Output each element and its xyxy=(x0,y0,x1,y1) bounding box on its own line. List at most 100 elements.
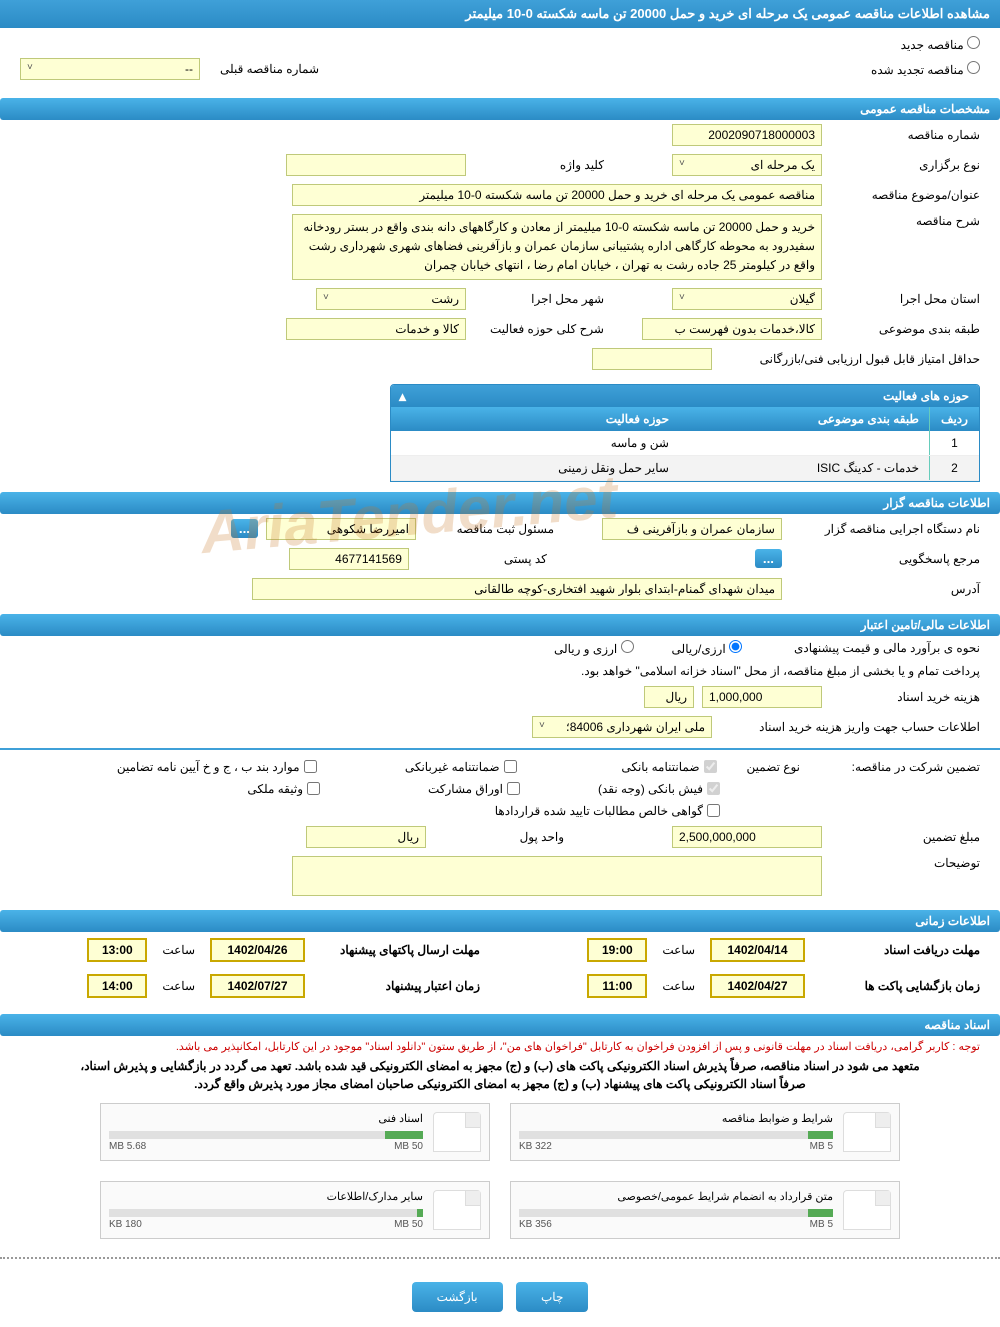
min-score-label: حداقل امتیاز قابل قبول ارزیابی فنی/بازرگ… xyxy=(720,352,980,366)
open-time: 11:00 xyxy=(587,974,647,998)
prev-number-value: -- xyxy=(185,62,193,76)
chk1-label: ضمانتنامه بانکی xyxy=(621,760,699,774)
min-score-value[interactable] xyxy=(592,348,712,370)
doc-title: سایر مدارک/اطلاعات xyxy=(109,1190,423,1203)
radio-fx[interactable]: ارزی و ریالی xyxy=(554,640,634,656)
row-cat: خدمات - کدینگ ISIC xyxy=(679,456,929,480)
account-label: اطلاعات حساب جهت واریز هزینه خرید اسناد xyxy=(720,720,980,734)
folder-icon xyxy=(843,1112,891,1152)
scope-value: کالا و خدمات xyxy=(286,318,466,340)
section-general: مشخصات مناقصه عمومی xyxy=(0,98,1000,120)
prev-number-label: شماره مناقصه قبلی xyxy=(220,62,319,76)
registrar-value: امیررضا شکوهی xyxy=(266,518,416,540)
postal-label: کد پستی xyxy=(417,552,547,566)
collapse-icon[interactable]: ▴ xyxy=(399,388,406,405)
chk3-label: موارد بند ب ، ج و خ آیین نامه تضامین xyxy=(117,760,300,774)
doc-title: شرایط و ضوابط مناقصه xyxy=(519,1112,833,1125)
validity-label: زمان اعتبار پیشنهاد xyxy=(320,979,480,993)
chk6-label: وثیقه ملکی xyxy=(247,782,303,796)
radio-renewed-tender[interactable]: مناقصه تجدید شده xyxy=(871,61,980,77)
activity-row: 1 شن و ماسه xyxy=(391,431,979,456)
docs-grid: شرایط و ضوابط مناقصه 5 MB 322 KB اسناد فن… xyxy=(0,1093,1000,1249)
doc-title: متن قرارداد به انضمام شرایط عمومی/خصوصی xyxy=(519,1190,833,1203)
city-dropdown[interactable]: رشت xyxy=(316,288,466,310)
open-label: زمان بازگشایی پاکت ها xyxy=(820,979,980,993)
doc-total: 5 MB xyxy=(810,1141,833,1152)
radio-new-tender[interactable]: مناقصه جدید xyxy=(901,38,980,52)
account-value: ملی ایران شهرداری 84006؛ xyxy=(566,720,705,734)
registrar-lookup-button[interactable]: ... xyxy=(231,519,258,538)
province-dropdown[interactable]: گیلان xyxy=(672,288,822,310)
activity-header-text: حوزه های فعالیت xyxy=(883,389,969,403)
divider xyxy=(0,1257,1000,1259)
back-button[interactable]: بازگشت xyxy=(412,1282,503,1312)
radio-fx-rial-input[interactable] xyxy=(729,640,742,653)
unit-value: ریال xyxy=(306,826,426,848)
reference-lookup-button[interactable]: ... xyxy=(755,549,782,568)
radio-renewed-label: مناقصه تجدید شده xyxy=(871,63,964,77)
chk-bonds[interactable] xyxy=(507,782,520,795)
doc-card[interactable]: شرایط و ضوابط مناقصه 5 MB 322 KB xyxy=(510,1103,900,1161)
desc-value: خرید و حمل 20000 تن ماسه شکسته 0-10 میلی… xyxy=(292,214,822,280)
category-value: کالا،خدمات بدون فهرست ب xyxy=(642,318,822,340)
chk4-label: فیش بانکی (وجه نقد) xyxy=(598,782,703,796)
row-cat xyxy=(679,431,929,455)
type-label: نوع برگزاری xyxy=(830,158,980,172)
prev-number-dropdown[interactable]: -- xyxy=(20,58,200,80)
city-label: شهر محل اجرا xyxy=(474,292,604,306)
chk-receivables[interactable] xyxy=(707,804,720,817)
receipt-date: 1402/04/14 xyxy=(710,938,805,962)
chk-cash[interactable] xyxy=(707,782,720,795)
address-label: آدرس xyxy=(790,582,980,596)
tender-type-radios: مناقصه جدید مناقصه تجدید شده شماره مناقص… xyxy=(0,28,1000,88)
city-value: رشت xyxy=(431,292,459,306)
keyword-value[interactable] xyxy=(286,154,466,176)
type-dropdown[interactable]: یک مرحله ای xyxy=(672,154,822,176)
postal-value: 4677141569 xyxy=(289,548,409,570)
doc-used: 5.68 MB xyxy=(109,1141,146,1152)
doc-card[interactable]: متن قرارداد به انضمام شرایط عمومی/خصوصی … xyxy=(510,1181,900,1239)
activity-row: 2 خدمات - کدینگ ISIC سایر حمل ونقل زمینی xyxy=(391,456,979,481)
doc-used: 322 KB xyxy=(519,1141,552,1152)
scope-label: شرح کلی حوزه فعالیت xyxy=(474,322,604,336)
folder-icon xyxy=(433,1112,481,1152)
radio-fx-input[interactable] xyxy=(621,640,634,653)
address-value: میدان شهدای گمنام-ابتدای بلوار شهید افتخ… xyxy=(252,578,782,600)
reference-label: مرجع پاسخگویی xyxy=(790,552,980,566)
amount-value: 2,500,000,000 xyxy=(672,826,822,848)
row-act: سایر حمل ونقل زمینی xyxy=(391,456,679,480)
doc-title: اسناد فنی xyxy=(109,1112,423,1125)
radio-new-input[interactable] xyxy=(967,36,980,49)
doc-used: 180 KB xyxy=(109,1219,142,1230)
radio-fx-rial[interactable]: ارزی/ریالی xyxy=(672,640,742,656)
activity-header: حوزه های فعالیت ▴ xyxy=(391,385,979,407)
tender-number-label: شماره مناقصه xyxy=(830,128,980,142)
guarantee-label: تضمین شرکت در مناقصه: xyxy=(830,760,980,774)
row-act: شن و ماسه xyxy=(391,431,679,455)
radio-renewed-input[interactable] xyxy=(967,61,980,74)
notes-label: توضیحات xyxy=(830,856,980,870)
print-button[interactable]: چاپ xyxy=(516,1282,588,1312)
tender-number: 2002090718000003 xyxy=(672,124,822,146)
estimate-label: نحوه ی برآورد مالی و قیمت پیشنهادی xyxy=(750,641,980,655)
chk-regulation-items[interactable] xyxy=(304,760,317,773)
notes-value[interactable] xyxy=(292,856,822,896)
submit-label: مهلت ارسال پاکتهای پیشنهاد xyxy=(320,943,480,957)
doc-progress xyxy=(519,1131,833,1139)
validity-time: 14:00 xyxy=(87,974,147,998)
open-date: 1402/04/27 xyxy=(710,974,805,998)
chk-nonbank-guarantee[interactable] xyxy=(504,760,517,773)
chk-property[interactable] xyxy=(307,782,320,795)
section-financial: اطلاعات مالی/تامین اعتبار xyxy=(0,614,1000,636)
doc-card[interactable]: سایر مدارک/اطلاعات 50 MB180 KB xyxy=(100,1181,490,1239)
time-word: ساعت xyxy=(662,979,695,993)
activity-panel: حوزه های فعالیت ▴ ردیف طبقه بندی موضوعی … xyxy=(390,384,980,482)
chk-bank-guarantee[interactable] xyxy=(704,760,717,773)
receipt-label: مهلت دریافت اسناد xyxy=(820,943,980,957)
province-value: گیلان xyxy=(790,292,815,306)
doc-progress xyxy=(109,1209,423,1217)
account-dropdown[interactable]: ملی ایران شهرداری 84006؛ xyxy=(532,716,712,738)
doc-card[interactable]: اسناد فنی 50 MB5.68 MB xyxy=(100,1103,490,1161)
doc-fee-value: 1,000,000 xyxy=(702,686,822,708)
agency-label: نام دستگاه اجرایی مناقصه گزار xyxy=(790,522,980,536)
